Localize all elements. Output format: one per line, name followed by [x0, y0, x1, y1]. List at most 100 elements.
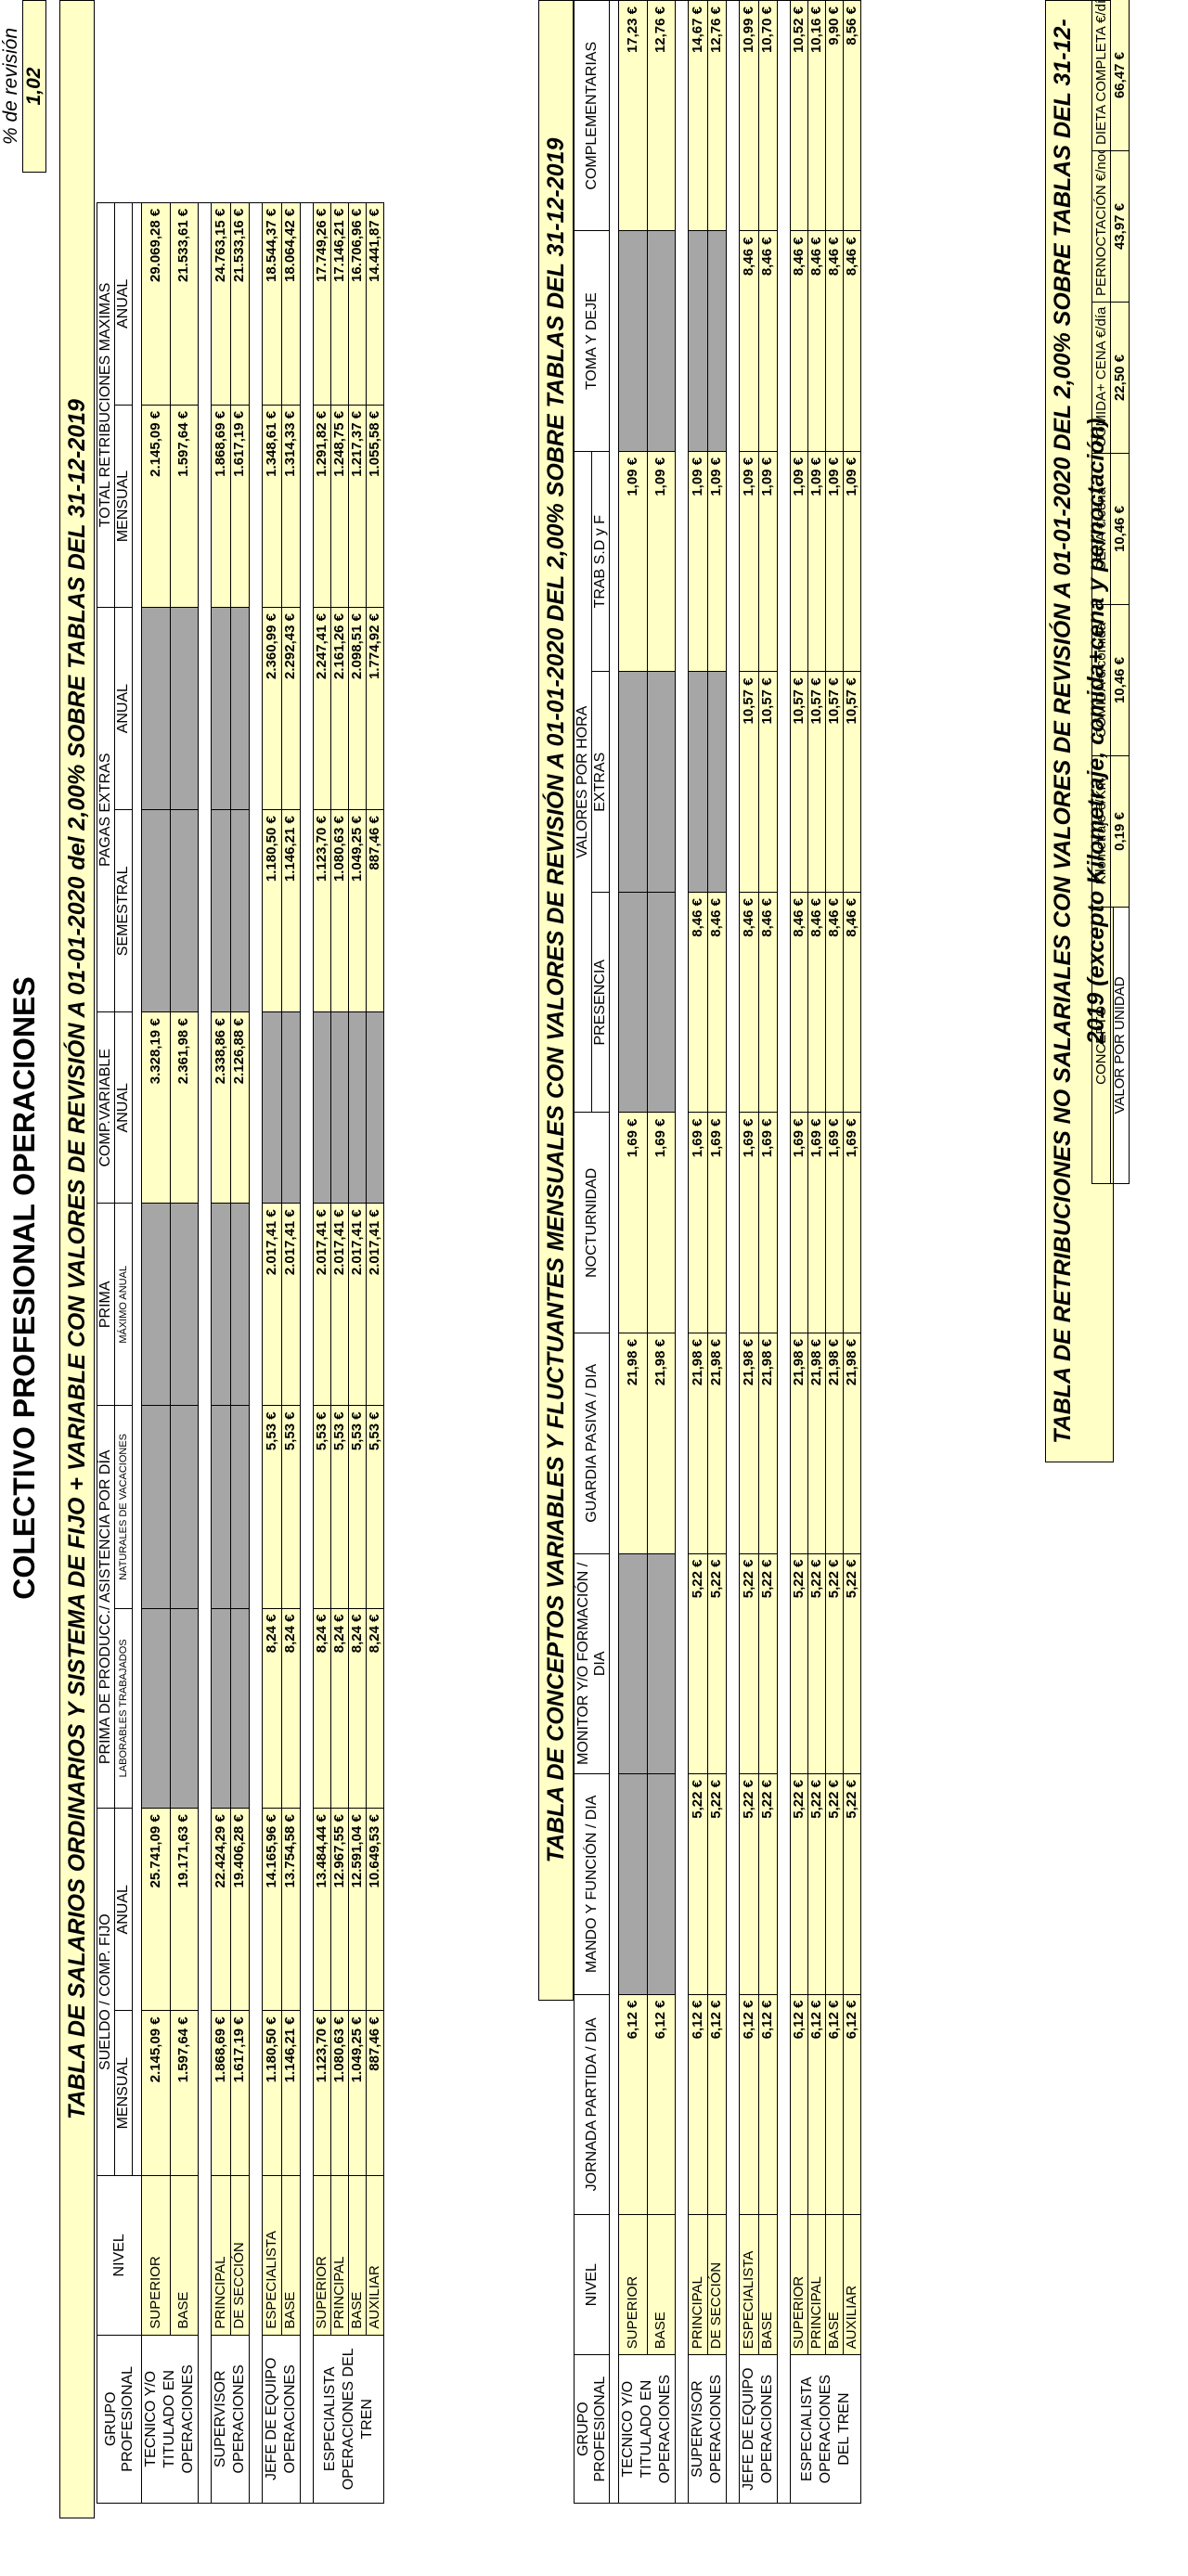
value-cell: 8,46 € [739, 892, 758, 1113]
value-cell: 6,12 € [790, 1994, 808, 2215]
concept-value: 10,46 € [1110, 604, 1130, 756]
header-monitor: MONITOR Y/O FORMACIÓN / DIA [574, 1553, 610, 1774]
table-row: BASE 6,12 € 21,98 €1,69 € 1,09 € 12,76 € [647, 0, 676, 2504]
value-cell [281, 1011, 301, 1204]
value-cell: 8,46 € [807, 230, 826, 452]
value-cell: 21,98 € [739, 1333, 758, 1554]
concepto-label: CONCEPTO [1091, 907, 1111, 1184]
value-cell [170, 809, 199, 1012]
value-cell: 1.049,25 € [348, 809, 367, 1012]
value-cell: 1.180,50 € [262, 809, 281, 1012]
value-cell [262, 1011, 281, 1204]
table-row: SUPERVISOR OPERACIONES PRINCIPAL 1.868,69 … [211, 0, 250, 2504]
value-cell: 8,24 € [366, 1608, 384, 1809]
value-cell: 1.597,64 € [170, 2010, 199, 2176]
concept-name: CENA €/cena [1091, 453, 1111, 605]
value-cell: 1.049,25 € [348, 2010, 367, 2176]
value-cell: 6,12 € [707, 1994, 727, 2215]
header-trab: TRAB S.D y F [591, 451, 610, 672]
value-cell [230, 1405, 250, 1609]
page-title: COLECTIVO PROFESIONAL OPERACIONES [7, 976, 41, 1600]
value-cell: 22.424,29 € [211, 1808, 230, 2011]
value-cell: 13.754,58 € [281, 1808, 301, 2011]
table-row: DE SECCIÓN 6,12 €5,22 €5,22 €21,98 €1,69 … [707, 0, 727, 2504]
value-cell: 6,12 € [739, 1994, 758, 2215]
header-prima-prod: PRIMA DE PRODUCC./ ASISTENCIA POR DÍA [97, 1405, 115, 1809]
level-name: ESPECIALISTA [739, 2214, 758, 2355]
table-row: ESPECIALISTA OPERACIONES DEL TREN SUPERIO… [313, 0, 384, 2504]
value-cell: 1.868,69 € [211, 405, 230, 608]
value-cell: 18.064,42 € [281, 202, 301, 406]
header-mensual: MENSUAL [114, 2010, 133, 2176]
value-cell [170, 607, 199, 810]
level-name: DE SECCIÓN [230, 2175, 250, 2336]
value-cell: 2.017,41 € [281, 1203, 301, 1406]
value-cell: 12,76 € [647, 0, 676, 231]
value-cell: 21.533,61 € [170, 202, 199, 406]
header-laborables: LABORABLES TRABAJADOS [114, 1608, 133, 1809]
value-cell [141, 607, 170, 810]
header-nocturnidad: NOCTURNIDAD [574, 1113, 610, 1333]
concept-value: 66,47 € [1110, 0, 1130, 151]
value-cell: 1.123,70 € [313, 2010, 331, 2176]
value-cell [618, 1773, 647, 1995]
table-row: TECNICO Y/O TITULADO EN OPERACIONES SUPER… [618, 0, 676, 2504]
value-cell: 5,22 € [807, 1773, 826, 1995]
header-toma: TOMA Y DEJE [574, 230, 610, 452]
header-maximo-anual: MÁXIMO ANUAL [114, 1203, 133, 1406]
header-comp-variable: COMP.VARIABLE [97, 1011, 115, 1204]
value-cell: 1.146,21 € [281, 2010, 301, 2176]
value-cell: 10,57 € [758, 671, 778, 893]
level-name: BASE [170, 2175, 199, 2336]
value-cell: 2.145,09 € [141, 2010, 170, 2176]
value-cell: 8,46 € [843, 892, 861, 1113]
level-name: SUPERIOR [790, 2214, 808, 2355]
level-name: BASE [348, 2175, 367, 2336]
value-cell: 12,76 € [707, 0, 727, 231]
value-cell [230, 1203, 250, 1406]
value-cell: 5,53 € [330, 1405, 349, 1609]
value-cell: 25.741,09 € [141, 1808, 170, 2011]
value-cell: 5,22 € [843, 1553, 861, 1774]
value-cell [170, 1608, 199, 1809]
table-row: PRINCIPAL 1.080,63 €12.967,55 €8,24 €5,53… [330, 0, 349, 2504]
level-name: PRINCIPAL [330, 2175, 349, 2336]
value-cell: 8,24 € [281, 1608, 301, 1809]
value-cell: 10.649,53 € [366, 1808, 384, 2011]
value-cell: 17,23 € [618, 0, 647, 231]
value-cell: 1,09 € [688, 451, 707, 672]
table-row: JEFE DE EQUIPO OPERACIONES ESPECIALISTA 6,… [739, 0, 778, 2504]
level-name: AUXILIAR [843, 2214, 861, 2355]
value-cell: 1.314,33 € [281, 405, 301, 608]
value-cell: 21,98 € [707, 1333, 727, 1554]
value-cell: 13.484,44 € [313, 1808, 331, 2011]
value-cell: 2.145,09 € [141, 405, 170, 608]
value-cell [211, 1608, 230, 1809]
table-row: AUXILIAR 6,12 €5,22 €5,22 €21,98 €1,69 €8… [843, 0, 861, 2504]
value-cell: 2.360,99 € [262, 607, 281, 810]
value-cell: 1,09 € [843, 451, 861, 672]
value-cell: 5,53 € [366, 1405, 384, 1609]
header-total-retrib: TOTAL RETRIBUCIONES MAXIMAS [97, 202, 115, 608]
value-cell: 6,12 € [825, 1994, 844, 2215]
value-cell: 1,69 € [807, 1113, 826, 1333]
value-cell: 2.017,41 € [366, 1203, 384, 1406]
value-cell [707, 671, 727, 893]
value-cell: 1.868,69 € [211, 2010, 230, 2176]
header-guardia: GUARDIA PASIVA / DIA [574, 1333, 610, 1554]
value-cell [618, 892, 647, 1113]
value-cell: 2.017,41 € [330, 1203, 349, 1406]
value-cell: 887,46 € [366, 809, 384, 1012]
value-cell [170, 1405, 199, 1609]
group-name: ESPECIALISTA OPERACIONES DEL TREN [790, 2354, 861, 2504]
value-cell: 1,69 € [739, 1113, 758, 1333]
value-cell [141, 1203, 170, 1406]
header-grupo: GRUPO PROFESIONAL [574, 2354, 610, 2504]
value-cell: 2.161,26 € [330, 607, 349, 810]
level-name: SUPERIOR [141, 2175, 170, 2336]
value-cell: 21,98 € [843, 1333, 861, 1554]
value-cell: 1,09 € [739, 451, 758, 672]
value-cell [230, 809, 250, 1012]
table-row: TECNICO Y/O TITULADO EN OPERACIONES SUPER… [141, 0, 199, 2504]
value-cell: 1,09 € [647, 451, 676, 672]
